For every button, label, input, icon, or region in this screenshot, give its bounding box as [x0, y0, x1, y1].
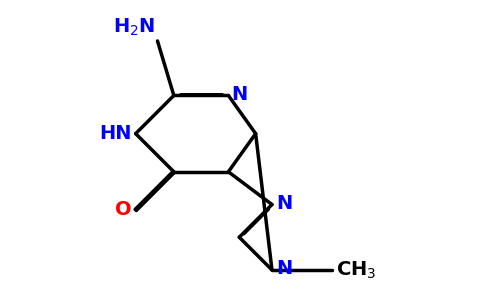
Text: HN: HN: [99, 124, 131, 143]
Text: H$_2$N: H$_2$N: [112, 17, 155, 38]
Text: N: N: [276, 194, 293, 213]
Text: N: N: [231, 85, 247, 104]
Text: CH$_3$: CH$_3$: [336, 259, 377, 280]
Text: N: N: [276, 260, 293, 278]
Text: O: O: [115, 200, 131, 220]
